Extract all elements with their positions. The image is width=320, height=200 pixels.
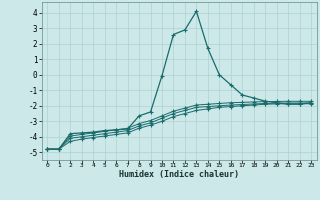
X-axis label: Humidex (Indice chaleur): Humidex (Indice chaleur) (119, 170, 239, 179)
